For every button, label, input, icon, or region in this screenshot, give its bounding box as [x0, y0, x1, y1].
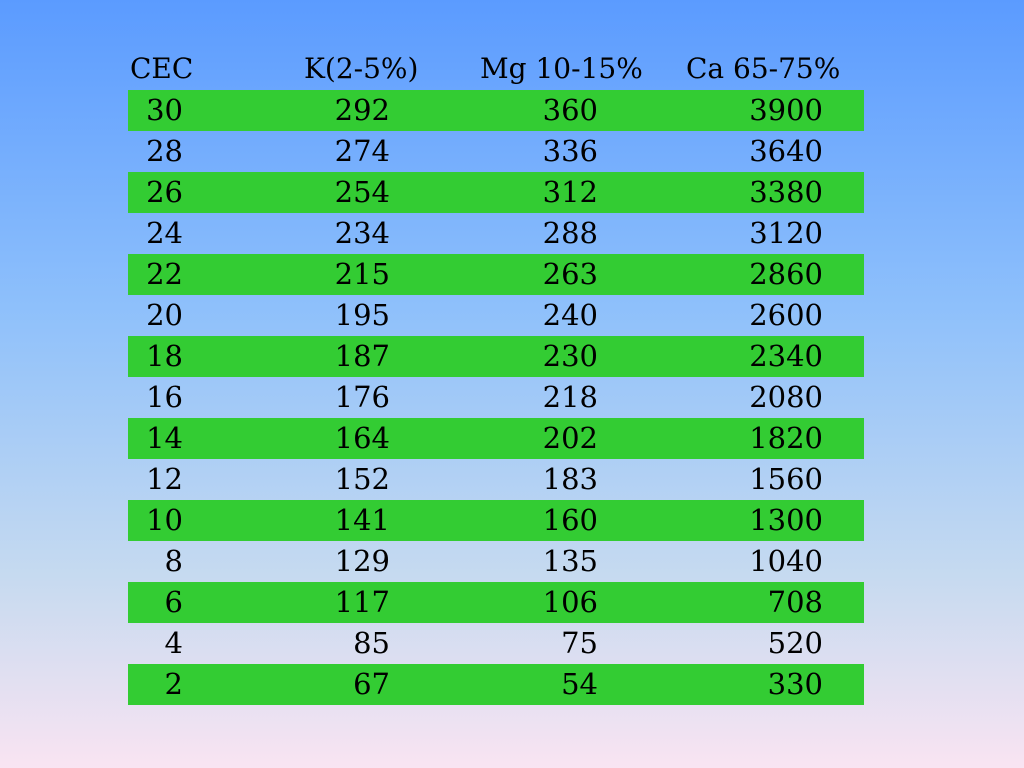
cell-magnesium: 230	[542, 339, 598, 373]
cell-magnesium: 312	[542, 175, 598, 209]
cell-cec: 4	[164, 626, 183, 660]
table-row: 14 164 202 1820	[128, 418, 864, 459]
cell-cec: 20	[146, 298, 183, 332]
cell-potassium: 292	[334, 93, 390, 127]
cell-potassium: 67	[353, 667, 390, 701]
cell-calcium: 3120	[749, 216, 823, 250]
table-row: 22 215 263 2860	[128, 254, 864, 295]
cell-potassium: 164	[334, 421, 390, 455]
cell-cec: 16	[146, 380, 183, 414]
table-row: 20 195 240 2600	[128, 295, 864, 336]
table-row: 12 152 183 1560	[128, 459, 864, 500]
table-row: 10 141 160 1300	[128, 500, 864, 541]
cell-potassium: 176	[334, 380, 390, 414]
cell-calcium: 330	[767, 667, 823, 701]
cell-magnesium: 202	[542, 421, 598, 455]
table-row: 24 234 288 3120	[128, 213, 864, 254]
cell-cec: 10	[146, 503, 183, 537]
cell-cec: 24	[146, 216, 183, 250]
cell-potassium: 187	[334, 339, 390, 373]
table-row: 2 67 54 330	[128, 664, 864, 705]
cell-magnesium: 54	[561, 667, 598, 701]
cell-potassium: 117	[334, 585, 390, 619]
table-row: 18 187 230 2340	[128, 336, 864, 377]
cell-calcium: 3640	[749, 134, 823, 168]
cell-magnesium: 75	[561, 626, 598, 660]
cec-nutrient-table: CEC K(2-5%) Mg 10-15% Ca 65-75% 30 292 360…	[128, 48, 864, 705]
cell-calcium: 708	[767, 585, 823, 619]
cell-calcium: 1040	[749, 544, 823, 578]
table-header-row: CEC K(2-5%) Mg 10-15% Ca 65-75%	[128, 48, 864, 90]
cell-calcium: 2860	[749, 257, 823, 291]
cell-calcium: 1820	[749, 421, 823, 455]
cell-calcium: 3900	[749, 93, 823, 127]
table-row: 6 117 106 708	[128, 582, 864, 623]
cell-potassium: 274	[334, 134, 390, 168]
cell-calcium: 3380	[749, 175, 823, 209]
header-calcium: Ca 65-75%	[686, 52, 841, 85]
cell-cec: 30	[146, 93, 183, 127]
cell-potassium: 254	[334, 175, 390, 209]
cell-potassium: 234	[334, 216, 390, 250]
cell-potassium: 195	[334, 298, 390, 332]
cell-magnesium: 218	[542, 380, 598, 414]
table-row: 26 254 312 3380	[128, 172, 864, 213]
cell-calcium: 520	[767, 626, 823, 660]
cell-magnesium: 106	[542, 585, 598, 619]
cell-potassium: 85	[353, 626, 390, 660]
table-body: 30 292 360 3900 28 274 336 3640 26 254 312 3380 24 23…	[128, 90, 864, 705]
cell-cec: 28	[146, 134, 183, 168]
cell-cec: 2	[164, 667, 183, 701]
header-magnesium: Mg 10-15%	[480, 52, 643, 85]
cell-cec: 14	[146, 421, 183, 455]
cell-calcium: 2080	[749, 380, 823, 414]
cell-cec: 26	[146, 175, 183, 209]
table-row: 4 85 75 520	[128, 623, 864, 664]
header-cec: CEC	[130, 52, 194, 85]
cell-magnesium: 183	[542, 462, 598, 496]
cell-magnesium: 160	[542, 503, 598, 537]
header-potassium: K(2-5%)	[304, 52, 419, 85]
cell-cec: 6	[164, 585, 183, 619]
cell-cec: 18	[146, 339, 183, 373]
cell-calcium: 2340	[749, 339, 823, 373]
cell-magnesium: 240	[542, 298, 598, 332]
cell-potassium: 215	[334, 257, 390, 291]
cell-magnesium: 288	[542, 216, 598, 250]
table-row: 30 292 360 3900	[128, 90, 864, 131]
cell-magnesium: 336	[542, 134, 598, 168]
cell-magnesium: 360	[542, 93, 598, 127]
cell-cec: 22	[146, 257, 183, 291]
cell-calcium: 1300	[749, 503, 823, 537]
cell-potassium: 141	[334, 503, 390, 537]
cell-magnesium: 263	[542, 257, 598, 291]
cell-cec: 12	[146, 462, 183, 496]
cell-cec: 8	[164, 544, 183, 578]
cell-potassium: 129	[334, 544, 390, 578]
table-row: 8 129 135 1040	[128, 541, 864, 582]
table-row: 16 176 218 2080	[128, 377, 864, 418]
cell-potassium: 152	[334, 462, 390, 496]
cell-magnesium: 135	[542, 544, 598, 578]
table-row: 28 274 336 3640	[128, 131, 864, 172]
cell-calcium: 2600	[749, 298, 823, 332]
cell-calcium: 1560	[749, 462, 823, 496]
